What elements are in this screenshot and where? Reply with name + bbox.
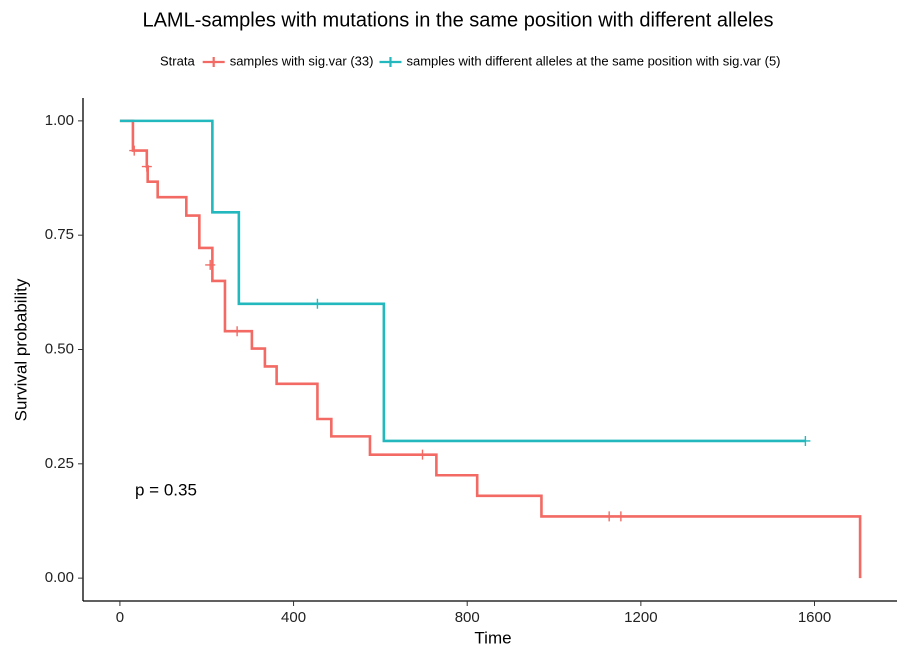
y-tick-label: 0.00	[45, 569, 74, 586]
censor-mark	[129, 145, 140, 156]
y-tick-label: 0.25	[45, 455, 74, 472]
legend-label: samples with sig.var (33)	[230, 53, 374, 68]
censor-mark	[205, 259, 216, 270]
censor-mark	[417, 449, 428, 460]
survival-curve	[119, 119, 806, 443]
survival-curve	[119, 119, 862, 579]
censor-mark	[312, 298, 323, 309]
y-axis-label: Survival probability	[11, 278, 30, 421]
legend-key	[379, 57, 402, 67]
p-value-annotation: p = 0.35	[135, 480, 197, 499]
legend: Strata samples with sig.var (33) samples w…	[160, 53, 781, 68]
x-tick-label: 800	[455, 609, 480, 626]
x-tick-label: 1600	[798, 609, 831, 626]
x-tick-label: 1200	[624, 609, 657, 626]
x-axis-label: Time	[474, 628, 511, 647]
y-tick-label: 0.50	[45, 340, 74, 357]
censor-mark	[232, 326, 243, 337]
y-tick-label: 0.75	[45, 226, 74, 243]
legend-label: samples with different alleles at the sa…	[406, 53, 780, 68]
censor-mark	[141, 161, 152, 172]
censor-mark	[615, 511, 626, 522]
legend-title: Strata	[160, 53, 195, 68]
censor-mark	[604, 511, 615, 522]
legend-key	[202, 57, 225, 67]
censor-mark	[800, 435, 811, 446]
x-tick-label: 0	[116, 609, 124, 626]
y-tick-label: 1.00	[45, 112, 74, 129]
chart-title: LAML-samples with mutations in the same …	[142, 9, 773, 31]
x-tick-label: 400	[281, 609, 306, 626]
